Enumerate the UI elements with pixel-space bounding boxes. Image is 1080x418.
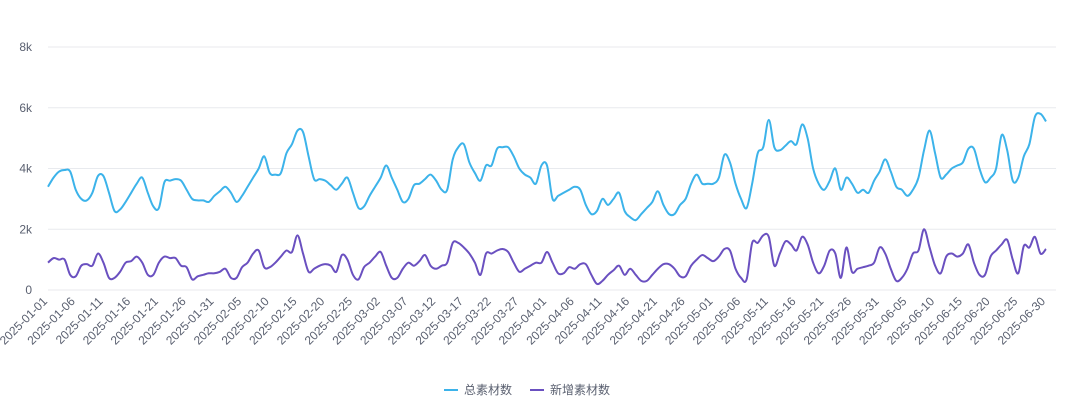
y-tick-label: 0 bbox=[25, 283, 32, 297]
y-tick-label: 8k bbox=[19, 40, 33, 54]
legend-item: 总素材数 bbox=[444, 382, 512, 397]
legend-label: 总素材数 bbox=[464, 382, 512, 397]
y-tick-label: 6k bbox=[19, 101, 33, 115]
legend-item: 新增素材数 bbox=[530, 382, 610, 397]
y-tick-label: 2k bbox=[19, 222, 33, 236]
y-tick-label: 4k bbox=[19, 162, 33, 176]
series-line bbox=[47, 228, 1047, 286]
legend-label: 新增素材数 bbox=[550, 382, 610, 397]
series-line bbox=[47, 112, 1047, 222]
